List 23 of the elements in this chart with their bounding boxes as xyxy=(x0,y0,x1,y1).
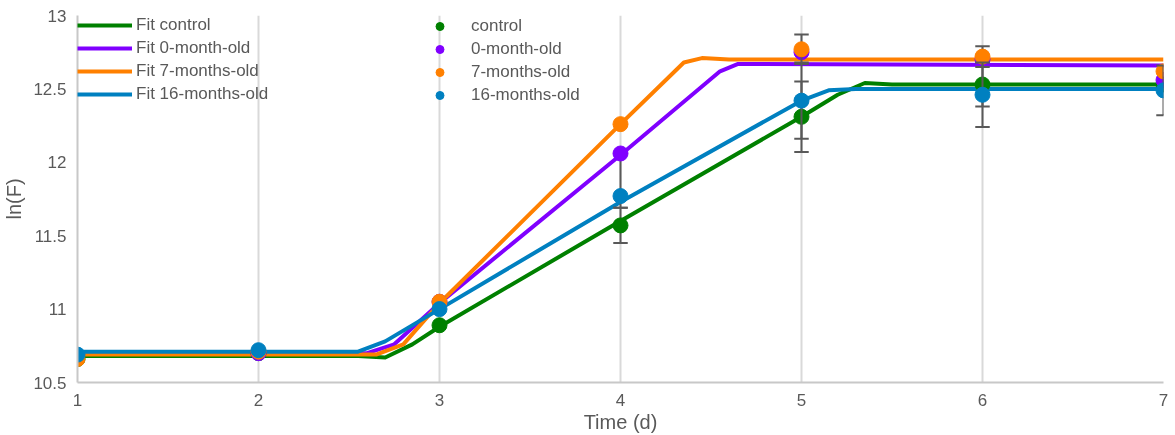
y-tick-label: 13 xyxy=(47,6,67,26)
x-tick-label: 4 xyxy=(615,390,626,410)
y-tick-label: 11.5 xyxy=(34,226,67,246)
legend-label: 7-months-old xyxy=(471,62,571,82)
y-tick-label: 10.5 xyxy=(33,373,67,393)
y-tick-label: 11 xyxy=(48,300,67,320)
legend-label: 16-months-old xyxy=(471,85,580,105)
legend-label: Fit 7-months-old xyxy=(136,61,259,81)
legend-label: Fit 0-month-old xyxy=(136,38,251,58)
y-tick-label: 12 xyxy=(47,153,67,173)
y-tick-label: 12.5 xyxy=(33,79,67,99)
x-tick-label: 2 xyxy=(253,390,264,410)
legend-label: Fit control xyxy=(136,15,211,35)
legend-label: control xyxy=(471,16,523,36)
x-axis-title: Time (d) xyxy=(583,410,658,433)
x-tick-label: 6 xyxy=(977,390,988,410)
x-tick-label: 3 xyxy=(434,390,445,410)
x-tick-label: 1 xyxy=(72,390,83,410)
x-tick-label: 5 xyxy=(796,390,807,410)
y-axis-title: ln(F) xyxy=(3,178,26,220)
x-tick-label: 7 xyxy=(1158,390,1169,410)
legend-label: 0-month-old xyxy=(471,39,562,59)
legend-label: Fit 16-months-old xyxy=(136,84,269,104)
